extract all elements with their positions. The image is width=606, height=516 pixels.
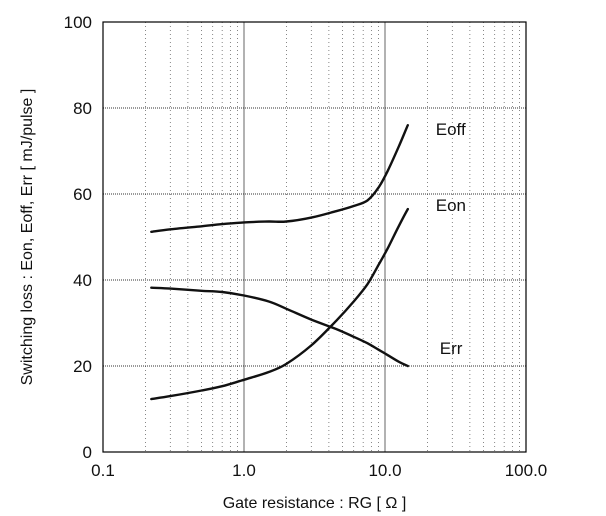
series-line-eon	[150, 207, 409, 401]
series-label-eoff: Eoff	[436, 120, 466, 139]
tick-layer: 0.1 1.0 10.0 100.0 0 20 40 60 80 100	[64, 13, 548, 480]
y-tick-label: 0	[83, 443, 92, 462]
x-axis-label: Gate resistance : RG [ Ω ]	[223, 495, 407, 512]
y-tick-label: 100	[64, 13, 92, 32]
x-tick-label: 10.0	[368, 461, 401, 480]
x-tick-label: 100.0	[505, 461, 548, 480]
y-tick-label: 80	[73, 99, 92, 118]
y-axis-label: Switching loss : Eon, Eoff, Err [ mJ/pul…	[19, 89, 36, 386]
y-tick-label: 40	[73, 271, 92, 290]
x-tick-label: 1.0	[232, 461, 256, 480]
series-label-eon: Eon	[436, 196, 466, 215]
series-line-err	[150, 286, 409, 368]
series-layer: Eoff Eon Err	[150, 120, 466, 401]
y-tick-label: 20	[73, 357, 92, 376]
plot-frame	[102, 21, 527, 453]
series-line-eoff	[150, 124, 409, 233]
y-tick-label: 60	[73, 185, 92, 204]
series-label-err: Err	[440, 339, 463, 358]
x-tick-label: 0.1	[91, 461, 115, 480]
grid-layer	[103, 22, 526, 452]
